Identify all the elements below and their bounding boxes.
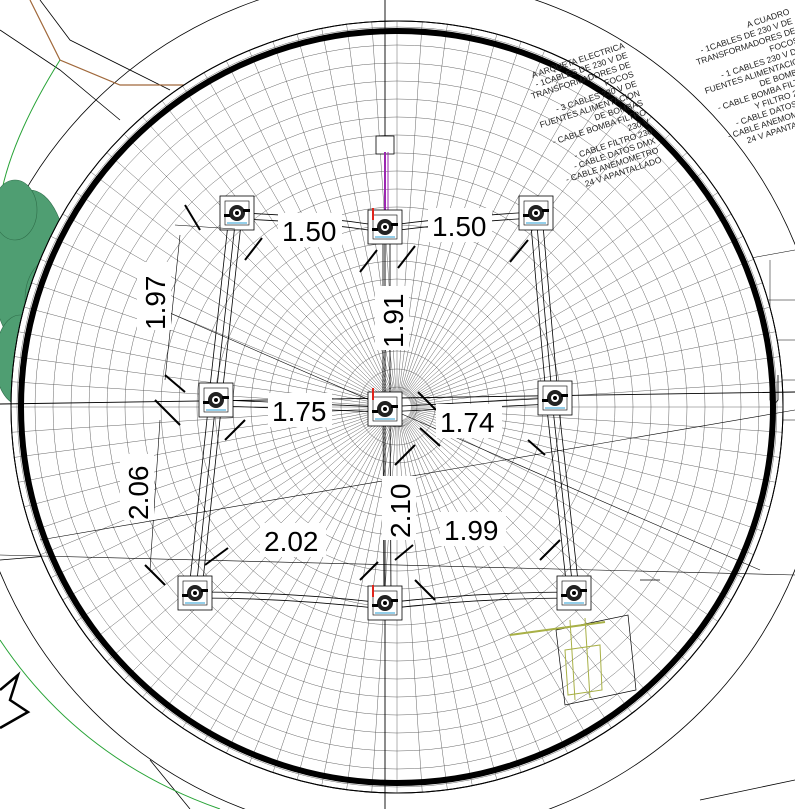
grid-ray — [404, 418, 612, 729]
grid-ray — [407, 416, 688, 662]
grid-ray — [408, 414, 719, 622]
grid-ray — [403, 72, 591, 395]
dim-left-lower: 2.06 — [123, 466, 154, 521]
grid-ray — [142, 116, 388, 397]
dim-top-left: 1.50 — [282, 216, 337, 247]
grid-ray — [402, 419, 568, 754]
grid-ray — [272, 420, 393, 773]
grid-ray — [123, 416, 388, 681]
cable-note-right: A CUADRO - 1CABLES DE 230 V DE TRANSFORM… — [695, 6, 795, 145]
grid-ray — [406, 417, 652, 698]
grid-ray — [296, 420, 394, 780]
grid-ray — [75, 192, 386, 400]
grid-ray — [406, 416, 671, 681]
fountain-nozzle-icon — [556, 575, 592, 611]
grid-ray — [106, 152, 387, 398]
grid-ray — [249, 419, 392, 764]
dim-middle-left: 1.75 — [272, 396, 327, 427]
grid-ray — [142, 417, 388, 698]
grid-ray — [403, 419, 591, 742]
grid-ray — [409, 412, 744, 578]
grid-ray — [24, 306, 384, 404]
grid-ray — [406, 116, 652, 397]
grid-ray — [400, 420, 498, 780]
grid-ray — [123, 133, 388, 398]
grid-ray — [62, 213, 385, 401]
grid-ray — [18, 331, 384, 405]
grid-ray — [106, 416, 387, 662]
small-bracket-icon — [640, 375, 779, 581]
grid-ray — [31, 282, 384, 403]
grid-ray — [90, 171, 387, 399]
grid-ray — [405, 417, 633, 714]
dim-top-right: 1.50 — [432, 211, 487, 242]
dim-center-upper: 1.91 — [378, 294, 409, 349]
grid-ray — [62, 413, 385, 601]
grid-ray — [75, 414, 386, 622]
dim-bottom-right: 1.99 — [444, 515, 499, 546]
grid-ray — [409, 213, 732, 401]
dim-bottom-left: 2.02 — [264, 526, 319, 557]
fountain-nozzle-icon — [537, 380, 573, 416]
grid-ray — [407, 415, 704, 643]
dim-center-lower: 2.10 — [385, 484, 416, 539]
grid-ray — [401, 420, 522, 773]
grid-ray — [40, 412, 385, 555]
grid-ray — [404, 85, 612, 396]
grid-ray — [402, 419, 545, 764]
fountain-nozzle-icon — [518, 195, 554, 231]
grid-ray — [203, 419, 391, 742]
grid-ray — [405, 100, 633, 397]
grid-ray — [161, 100, 389, 397]
grid-ray — [50, 412, 385, 578]
feed-pipe — [375, 135, 395, 215]
dimension-lines — [144, 204, 561, 601]
fountain-nozzle-icon — [198, 382, 234, 418]
grid-ray — [161, 417, 389, 714]
fountain-nozzle-icon — [177, 575, 213, 611]
grid-ray — [410, 306, 770, 404]
grid-ray — [409, 236, 744, 402]
grid-ray — [182, 418, 390, 729]
grid-ray — [408, 192, 719, 400]
fountain-nozzle-icon — [219, 195, 255, 231]
fountain-nozzles — [177, 195, 592, 621]
grid-ray — [90, 415, 387, 643]
dim-middle-right: 1.74 — [440, 407, 495, 438]
grid-ray — [410, 331, 776, 405]
dim-left-upper: 1.97 — [140, 276, 171, 331]
electrical-box-icon — [509, 614, 637, 706]
grid-ray — [409, 259, 754, 402]
grid-ray — [407, 171, 704, 399]
grid-ray — [31, 411, 384, 532]
grid-ray — [40, 259, 385, 402]
grid-ray — [226, 419, 392, 754]
grid-ray — [410, 282, 763, 403]
grid-ray — [406, 133, 671, 398]
dimension-labels: 1.50 1.50 1.97 1.91 1.75 1.74 2.06 2.10 … — [120, 208, 506, 557]
pipe-connections — [188, 211, 580, 610]
